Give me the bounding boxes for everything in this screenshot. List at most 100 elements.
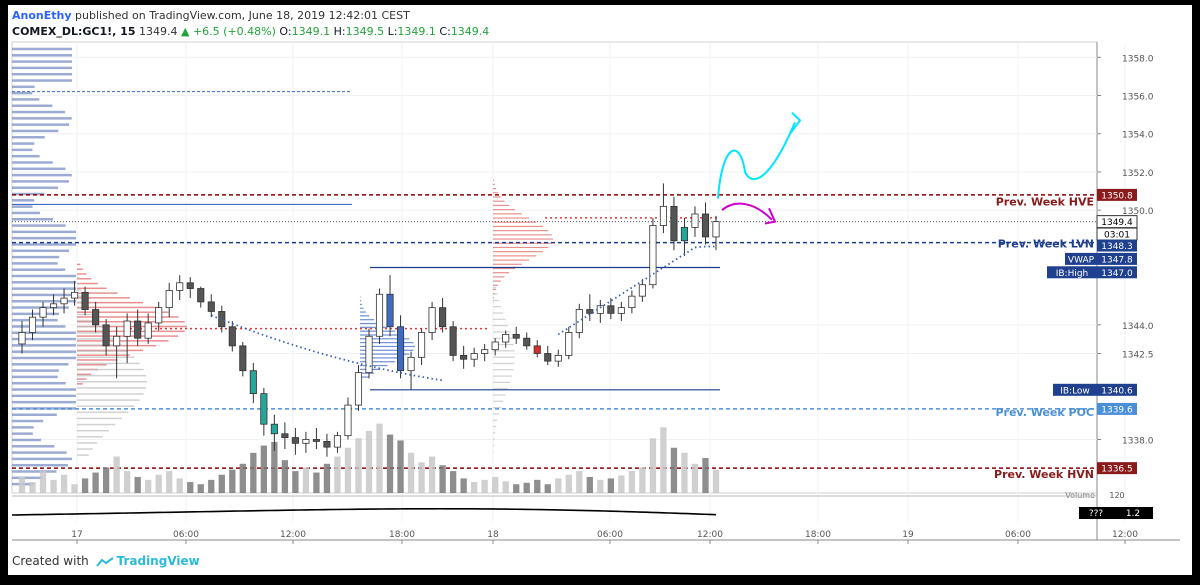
indicator-tick-label: 120 [1109, 491, 1124, 500]
profile-bar-blue [360, 345, 415, 348]
candle-body [249, 370, 257, 395]
price-tag-value: 1347.8 [1101, 255, 1133, 265]
volume-bar [555, 478, 562, 493]
last-price: 1349.4 [139, 25, 178, 38]
profile-bar-red [493, 234, 552, 236]
volume-bar [92, 472, 99, 493]
price-tag-label: IB:High [1056, 269, 1089, 279]
profile-bar-grey [493, 318, 506, 320]
vwap-line [210, 314, 443, 382]
price-tag-bg [1097, 462, 1137, 475]
profile-bar [12, 66, 72, 70]
volume-bar [134, 476, 141, 493]
candle-body [691, 213, 699, 228]
price-tag-label: VWAP [1068, 255, 1095, 265]
profile-bar-grey [493, 362, 515, 365]
profile-bar-grey [77, 454, 89, 456]
author-name[interactable]: AnonEthy [12, 9, 72, 22]
profile-bar [12, 205, 33, 208]
volume-bar [586, 476, 593, 493]
candle-body [312, 439, 320, 442]
profile-bar [12, 344, 76, 347]
volume-bar [123, 471, 131, 493]
volume-bar [376, 423, 383, 493]
published-text: published on TradingView.com, June 18, 2… [75, 9, 410, 22]
profile-bar [12, 243, 76, 246]
profile-bar-grey [77, 356, 135, 359]
candle-body [680, 226, 689, 242]
profile-bar-grey [493, 438, 495, 440]
tradingview-brand[interactable]: TradingView [116, 554, 200, 568]
profile-bar-red [493, 276, 505, 278]
volume-bar [628, 471, 636, 493]
profile-bar [12, 110, 66, 114]
volume-bar [50, 479, 57, 493]
profile-bar-grey [77, 277, 79, 279]
profile-bar-grey [493, 306, 502, 308]
indicator-name: ??? [1089, 509, 1104, 519]
volume-bar [208, 479, 215, 493]
volume-bar [281, 460, 289, 493]
volume-bar [565, 474, 572, 493]
candle-body [18, 332, 26, 345]
profile-bar [12, 199, 35, 202]
profile-bar-grey [493, 432, 496, 434]
magenta-arrowhead-icon [764, 207, 777, 225]
profile-bar [12, 476, 43, 480]
candle-body [418, 332, 426, 358]
x-tick-label: 19 [902, 530, 914, 540]
profile-bar-red [493, 263, 522, 265]
profile-bar-red [77, 354, 130, 356]
profile-bar-red [493, 196, 501, 198]
volume-bar [449, 471, 457, 493]
candle-body [270, 423, 278, 435]
volume-bar [513, 484, 520, 493]
profile-bar-blue [360, 299, 362, 302]
profile-bar-red [493, 200, 505, 202]
profile-bar [12, 224, 66, 227]
profile-bar [12, 249, 70, 253]
volume-bar [18, 476, 26, 493]
profile-bar [12, 211, 40, 215]
profile-bar-grey [77, 350, 129, 352]
profile-bar-grey [493, 451, 494, 453]
candle-body [49, 303, 58, 309]
cyan-projection-arrow [717, 121, 796, 199]
candle-body [207, 301, 215, 312]
x-tick-label: 06:00 [597, 530, 623, 540]
low-value: 1349.1 [397, 25, 436, 38]
profile-bar-grey [493, 413, 500, 415]
profile-bar [12, 192, 45, 196]
volume-bar [39, 471, 47, 493]
candle-body [344, 404, 352, 437]
profile-bar-blue [360, 353, 410, 355]
volume-bar [681, 452, 688, 493]
volume-bar [29, 482, 36, 493]
profile-bar [12, 117, 72, 120]
profile-bar [12, 104, 53, 107]
volume-bar [470, 482, 478, 493]
profile-bar-grey [77, 295, 84, 297]
profile-bar [12, 230, 76, 234]
open-label: O: [279, 25, 292, 38]
level-label: Prev. Week HVN [994, 468, 1094, 481]
profile-bar-blue [360, 319, 375, 321]
volume-bar [576, 471, 583, 493]
profile-bar-red [77, 316, 179, 318]
candle-body [260, 393, 268, 425]
profile-bar-red [493, 217, 530, 219]
x-tick-label: 17 [71, 530, 82, 540]
profile-bar-red [77, 321, 185, 323]
profile-bar [12, 161, 53, 164]
volume-bar [660, 427, 667, 493]
y-tick-label: 1358.0 [1122, 54, 1154, 64]
candle-body [439, 307, 447, 328]
volume-bar [534, 479, 541, 493]
profile-bar [12, 369, 59, 372]
price-tag-label-bg [1047, 266, 1097, 279]
candle-body [523, 337, 531, 347]
candle-body [617, 307, 625, 314]
profile-bar-red [493, 188, 497, 190]
profile-bar-red [493, 280, 501, 282]
